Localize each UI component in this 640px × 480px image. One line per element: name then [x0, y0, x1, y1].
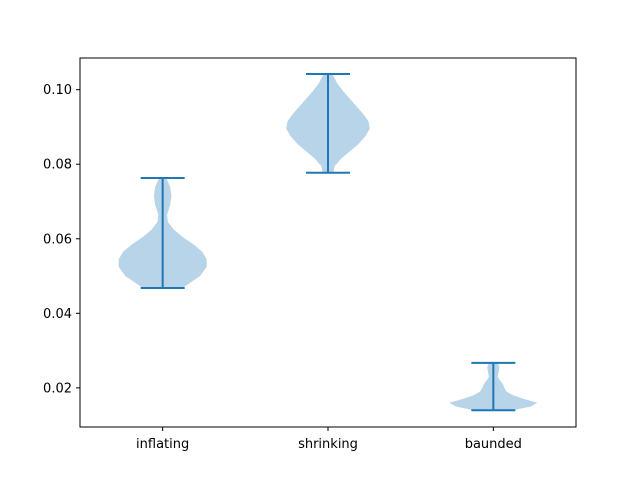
x-tick-label-inflating: inflating: [136, 437, 189, 452]
y-tick-label: 0.06: [43, 232, 72, 247]
y-tick-label: 0.04: [43, 307, 72, 322]
violins-layer: [118, 73, 538, 412]
plot-frame: [79, 57, 577, 428]
y-tick-label: 0.08: [43, 158, 72, 173]
y-tick-label: 0.02: [43, 381, 72, 396]
x-tick-label-baunded: baunded: [465, 437, 522, 452]
x-axis: inflating shrinking baunded: [136, 427, 522, 452]
y-tick-label: 0.10: [43, 83, 72, 98]
y-axis: 0.02 0.04 0.06 0.08 0.10: [43, 83, 80, 396]
x-tick-label-shrinking: shrinking: [298, 437, 358, 452]
